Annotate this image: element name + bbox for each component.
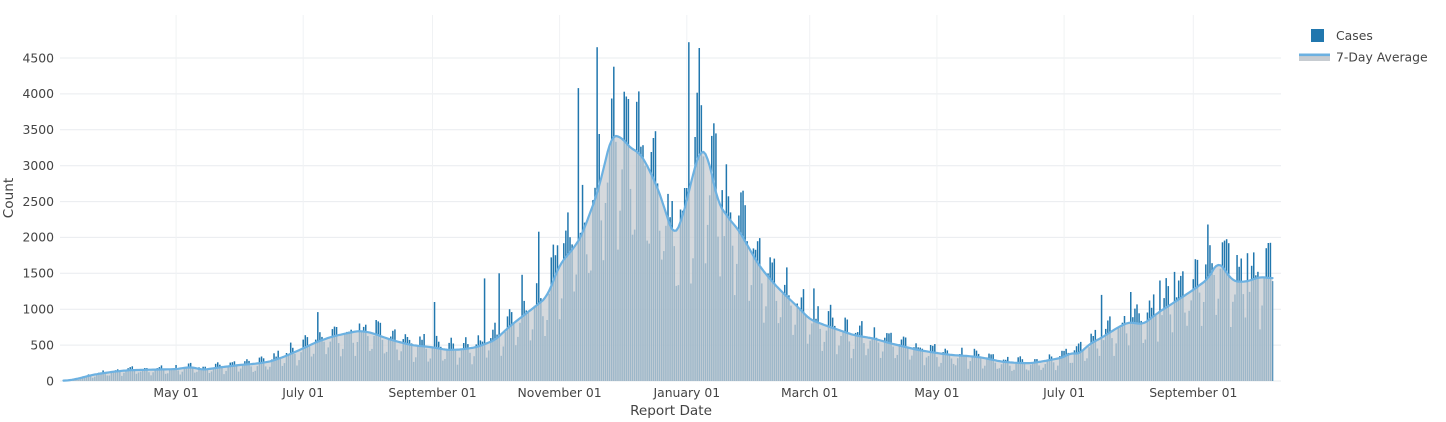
legend-label-average: 7-Day Average bbox=[1336, 50, 1428, 65]
seven-day-average-series bbox=[62, 134, 1274, 382]
x-tick-label: July 01 bbox=[281, 385, 324, 400]
y-tick-label: 500 bbox=[30, 337, 54, 352]
legend-item-cases[interactable]: Cases bbox=[1311, 28, 1373, 43]
legend-item-average[interactable]: 7-Day Average bbox=[1299, 50, 1428, 65]
legend-label-cases: Cases bbox=[1336, 28, 1373, 43]
y-tick-label: 0 bbox=[46, 373, 54, 388]
cases-bar[interactable] bbox=[577, 88, 580, 381]
x-axis-title: Report Date bbox=[630, 403, 712, 419]
axis-tick-labels: 0 500 1000 1500 2000 2500 3000 3500 4000 4500 May … bbox=[22, 50, 1237, 400]
cases-bar[interactable] bbox=[498, 273, 500, 381]
y-tick-label: 4500 bbox=[22, 50, 54, 65]
y-axis-title: Count bbox=[1, 178, 17, 218]
x-tick-label: September 01 bbox=[1149, 385, 1237, 400]
y-tick-label: 2000 bbox=[22, 230, 54, 245]
cases-bar[interactable] bbox=[483, 278, 486, 381]
average-line-swatch-icon bbox=[1299, 53, 1330, 57]
y-tick-label: 3500 bbox=[22, 122, 54, 137]
x-tick-label: May 01 bbox=[914, 385, 959, 400]
y-tick-label: 2500 bbox=[22, 194, 54, 209]
average-line[interactable] bbox=[62, 134, 1274, 382]
x-tick-label: March 01 bbox=[781, 385, 838, 400]
x-tick-label: January 01 bbox=[652, 385, 720, 400]
cases-bar[interactable] bbox=[433, 302, 436, 381]
cases-swatch-icon bbox=[1311, 29, 1324, 42]
x-tick-label: May 01 bbox=[153, 385, 198, 400]
legend: Cases 7-Day Average bbox=[1299, 28, 1428, 65]
x-tick-label: July 01 bbox=[1042, 385, 1085, 400]
y-tick-label: 1500 bbox=[22, 266, 54, 281]
y-tick-label: 1000 bbox=[22, 302, 54, 317]
average-area bbox=[63, 136, 1273, 381]
y-tick-label: 3000 bbox=[22, 158, 54, 173]
average-area-swatch-icon bbox=[1299, 56, 1330, 61]
y-tick-label: 4000 bbox=[22, 86, 54, 101]
x-tick-label: November 01 bbox=[518, 385, 602, 400]
x-tick-label: September 01 bbox=[388, 385, 476, 400]
